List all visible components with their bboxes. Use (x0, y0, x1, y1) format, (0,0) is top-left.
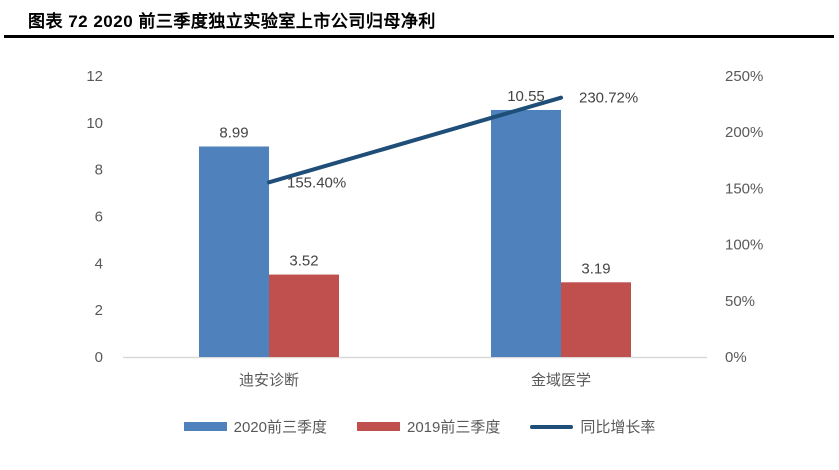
legend-line-swatch (530, 424, 574, 429)
legend-item-1: 2019前三季度 (356, 416, 501, 437)
bar-value-label: 8.99 (219, 124, 248, 141)
legend-label: 2020前三季度 (233, 419, 327, 436)
legend-item-0: 2020前三季度 (183, 416, 327, 437)
left-axis-tick: 10 (86, 115, 103, 132)
title-rule (4, 35, 834, 38)
legend-label: 2019前三季度 (406, 419, 501, 436)
bar-s0-c0 (199, 146, 269, 357)
category-label: 迪安诊断 (239, 372, 299, 389)
left-axis-tick: 12 (86, 68, 103, 85)
left-axis-tick: 2 (95, 302, 103, 319)
right-axis-tick: 200% (725, 124, 763, 141)
left-axis-tick: 0 (95, 349, 103, 366)
legend-label: 同比增长率 (580, 419, 656, 436)
legend-bar-swatch (183, 422, 227, 431)
legend-bar-swatch (356, 422, 400, 431)
right-axis-tick: 150% (725, 180, 763, 197)
left-axis-tick: 4 (95, 255, 103, 272)
right-axis-tick: 0% (725, 349, 747, 366)
left-axis-tick: 8 (95, 162, 103, 179)
left-axis-tick: 6 (95, 209, 103, 226)
right-axis-tick: 50% (725, 293, 755, 310)
right-axis-tick: 250% (725, 68, 763, 85)
bar-value-label: 3.19 (581, 260, 610, 277)
chart-legend: 2020前三季度 2019前三季度 同比增长率 (0, 416, 839, 437)
legend-item-2: 同比增长率 (530, 416, 655, 437)
bar-s0-c1 (491, 109, 561, 358)
bar-value-label: 10.55 (507, 88, 545, 105)
figure-title: 图表 72 2020 前三季度独立实验室上市公司归母净利 (28, 12, 436, 31)
right-axis-tick: 100% (725, 237, 763, 254)
category-label: 金域医学 (531, 372, 591, 389)
bar-value-label: 3.52 (289, 253, 318, 270)
growth-line (267, 95, 563, 185)
line-value-label: 230.72% (579, 90, 638, 107)
bar-s1-c1 (561, 282, 631, 357)
line-value-label: 155.40% (287, 174, 346, 191)
bar-s1-c0 (269, 274, 339, 357)
